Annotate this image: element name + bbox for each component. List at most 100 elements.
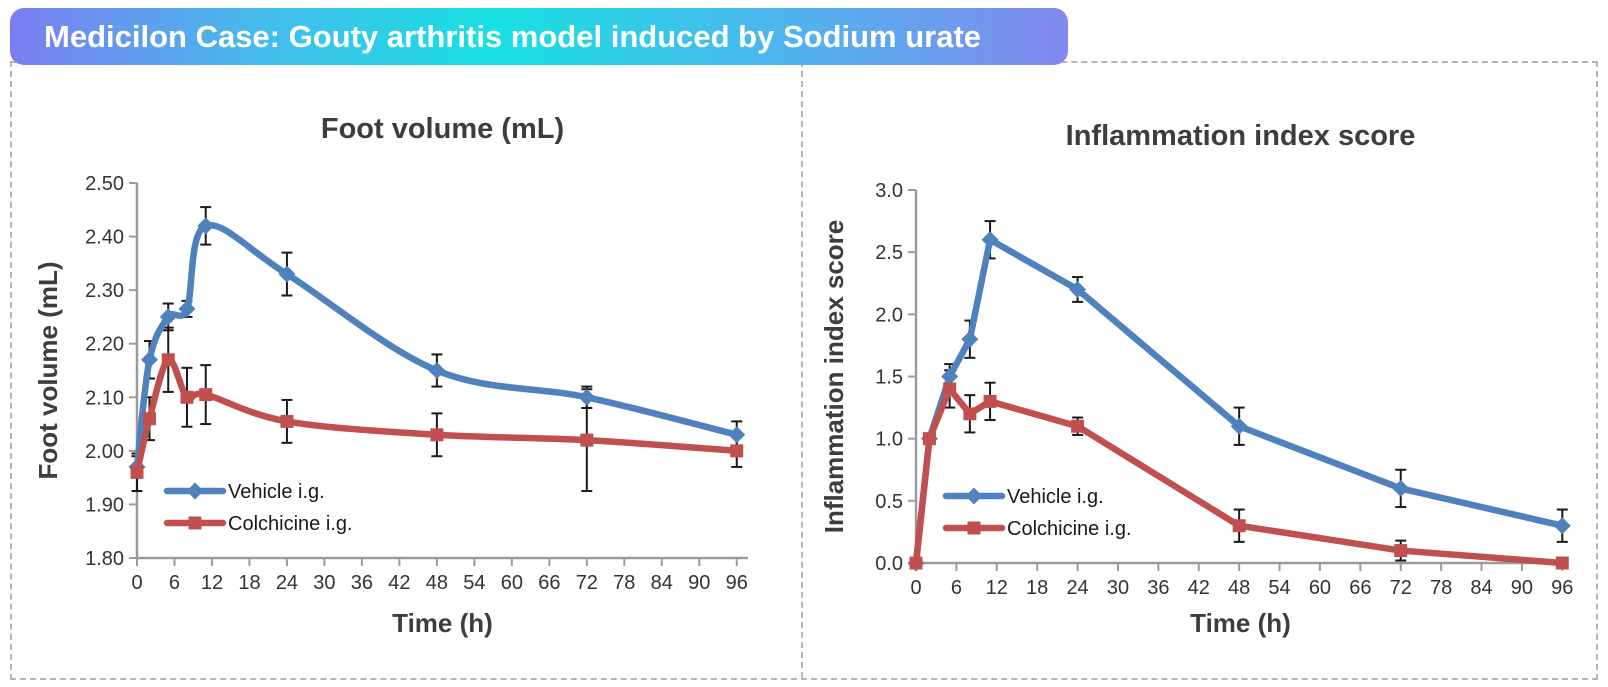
x-tick-label: 0 <box>910 577 921 599</box>
legend-item-colchicine: Colchicine i.g. <box>942 518 1132 540</box>
marker-square <box>142 412 156 426</box>
marker-diamond <box>428 362 446 379</box>
x-axis-label: Time (h) <box>1190 608 1291 638</box>
x-axis-label: Time (h) <box>392 608 493 638</box>
legend-marker-square <box>967 521 981 535</box>
y-tick-label: 1.80 <box>85 548 124 570</box>
y-tick-label: 2.40 <box>85 227 124 249</box>
legend-label: Vehicle i.g. <box>1007 486 1104 508</box>
marker-diamond <box>140 351 158 369</box>
panel-divider <box>801 61 803 678</box>
inflammation-index-chart-svg: Inflammation index score Time (h) Inflamma… <box>819 120 1573 638</box>
y-tick-label: 2.30 <box>85 280 124 302</box>
marker-square <box>730 444 744 458</box>
x-tick-label: 84 <box>651 572 673 594</box>
marker-diamond <box>941 368 959 385</box>
y-tick-label: 3.0 <box>875 180 903 202</box>
header-banner: Medicilon Case: Gouty arthritis model in… <box>10 8 1068 65</box>
x-tick-label: 6 <box>169 572 180 594</box>
marker-diamond <box>1392 479 1410 497</box>
marker-diamond <box>1553 517 1571 535</box>
x-tick-label: 0 <box>131 572 142 594</box>
x-tick-label: 12 <box>201 572 223 594</box>
marker-square <box>943 382 957 396</box>
y-tick-label: 2.00 <box>85 441 124 463</box>
legend-item-vehicle: Vehicle i.g. <box>163 481 325 503</box>
x-tick-label: 36 <box>1147 577 1169 599</box>
marker-diamond <box>961 330 979 348</box>
series-markers-colchicine <box>909 382 1569 570</box>
marker-square <box>430 428 444 442</box>
inflammation-index-chart: Inflammation index score Time (h) Inflamma… <box>806 95 1598 657</box>
legend-label: Colchicine i.g. <box>228 513 353 535</box>
y-axis-label: Foot volume (mL) <box>33 261 63 479</box>
x-tick-label: 30 <box>313 572 335 594</box>
marker-diamond <box>197 217 215 235</box>
foot-volume-chart-svg: Foot volume (mL) Time (h) Foot volume (mL)… <box>33 113 748 638</box>
legend-label: Colchicine i.g. <box>1007 518 1132 540</box>
legend-item-vehicle: Vehicle i.g. <box>942 486 1104 508</box>
legend-item-colchicine: Colchicine i.g. <box>163 513 353 535</box>
x-tick-label: 90 <box>1511 577 1533 599</box>
marker-square <box>1394 544 1408 558</box>
y-tick-label: 0.5 <box>875 491 903 513</box>
x-tick-label: 96 <box>1551 577 1573 599</box>
x-tick-label: 84 <box>1470 577 1492 599</box>
y-tick-label: 2.0 <box>875 304 903 326</box>
legend-marker-diamond <box>965 487 983 505</box>
y-tick-label: 0.0 <box>875 553 903 575</box>
y-tick-label: 2.5 <box>875 242 903 264</box>
marker-square <box>922 432 936 446</box>
marker-square <box>130 465 144 479</box>
foot-volume-chart: Foot volume (mL) Time (h) Foot volume (mL)… <box>20 95 782 657</box>
marker-square <box>1232 519 1246 533</box>
x-tick-label: 66 <box>1349 577 1371 599</box>
x-tick-label: 24 <box>1066 577 1088 599</box>
x-tick-label: 54 <box>1268 577 1290 599</box>
legend-label: Vehicle i.g. <box>228 481 325 503</box>
x-tick-label: 60 <box>1309 577 1331 599</box>
marker-square <box>180 390 194 404</box>
x-tick-label: 72 <box>1390 577 1412 599</box>
legend-marker-square <box>188 516 202 530</box>
y-axis-label: Inflammation index score <box>819 220 849 534</box>
y-tick-label: 1.0 <box>875 429 903 451</box>
x-tick-label: 72 <box>576 572 598 594</box>
marker-square <box>580 433 594 447</box>
x-tick-label: 66 <box>538 572 560 594</box>
marker-square <box>280 414 294 428</box>
y-tick-label: 1.5 <box>875 367 903 389</box>
x-tick-label: 12 <box>986 577 1008 599</box>
x-tick-label: 54 <box>463 572 485 594</box>
marker-diamond <box>981 231 999 249</box>
x-tick-label: 78 <box>613 572 635 594</box>
marker-square <box>963 407 977 421</box>
y-tick-label: 1.90 <box>85 494 124 516</box>
y-tick-label: 2.20 <box>85 334 124 356</box>
x-tick-label: 30 <box>1107 577 1129 599</box>
series-line-vehicle <box>133 221 741 471</box>
x-tick-label: 48 <box>1228 577 1250 599</box>
x-tick-label: 18 <box>238 572 260 594</box>
x-tick-label: 36 <box>351 572 373 594</box>
x-tick-label: 6 <box>951 577 962 599</box>
marker-square <box>983 394 997 408</box>
marker-diamond <box>159 308 177 326</box>
y-tick-label: 2.50 <box>85 173 124 195</box>
x-tick-label: 18 <box>1026 577 1048 599</box>
x-tick-label: 78 <box>1430 577 1452 599</box>
header-banner-title: Medicilon Case: Gouty arthritis model in… <box>44 19 982 54</box>
marker-diamond <box>578 388 596 406</box>
x-tick-label: 90 <box>688 572 710 594</box>
marker-diamond <box>278 265 296 283</box>
marker-square <box>161 353 175 367</box>
y-tick-label: 2.10 <box>85 387 124 409</box>
x-tick-label: 42 <box>1188 577 1210 599</box>
chart-title: Inflammation index score <box>1066 120 1416 152</box>
marker-diamond <box>1230 417 1248 435</box>
x-tick-label: 48 <box>426 572 448 594</box>
chart-title: Foot volume (mL) <box>321 113 564 145</box>
x-tick-label: 42 <box>388 572 410 594</box>
marker-diamond <box>728 426 746 444</box>
marker-square <box>1555 556 1569 570</box>
